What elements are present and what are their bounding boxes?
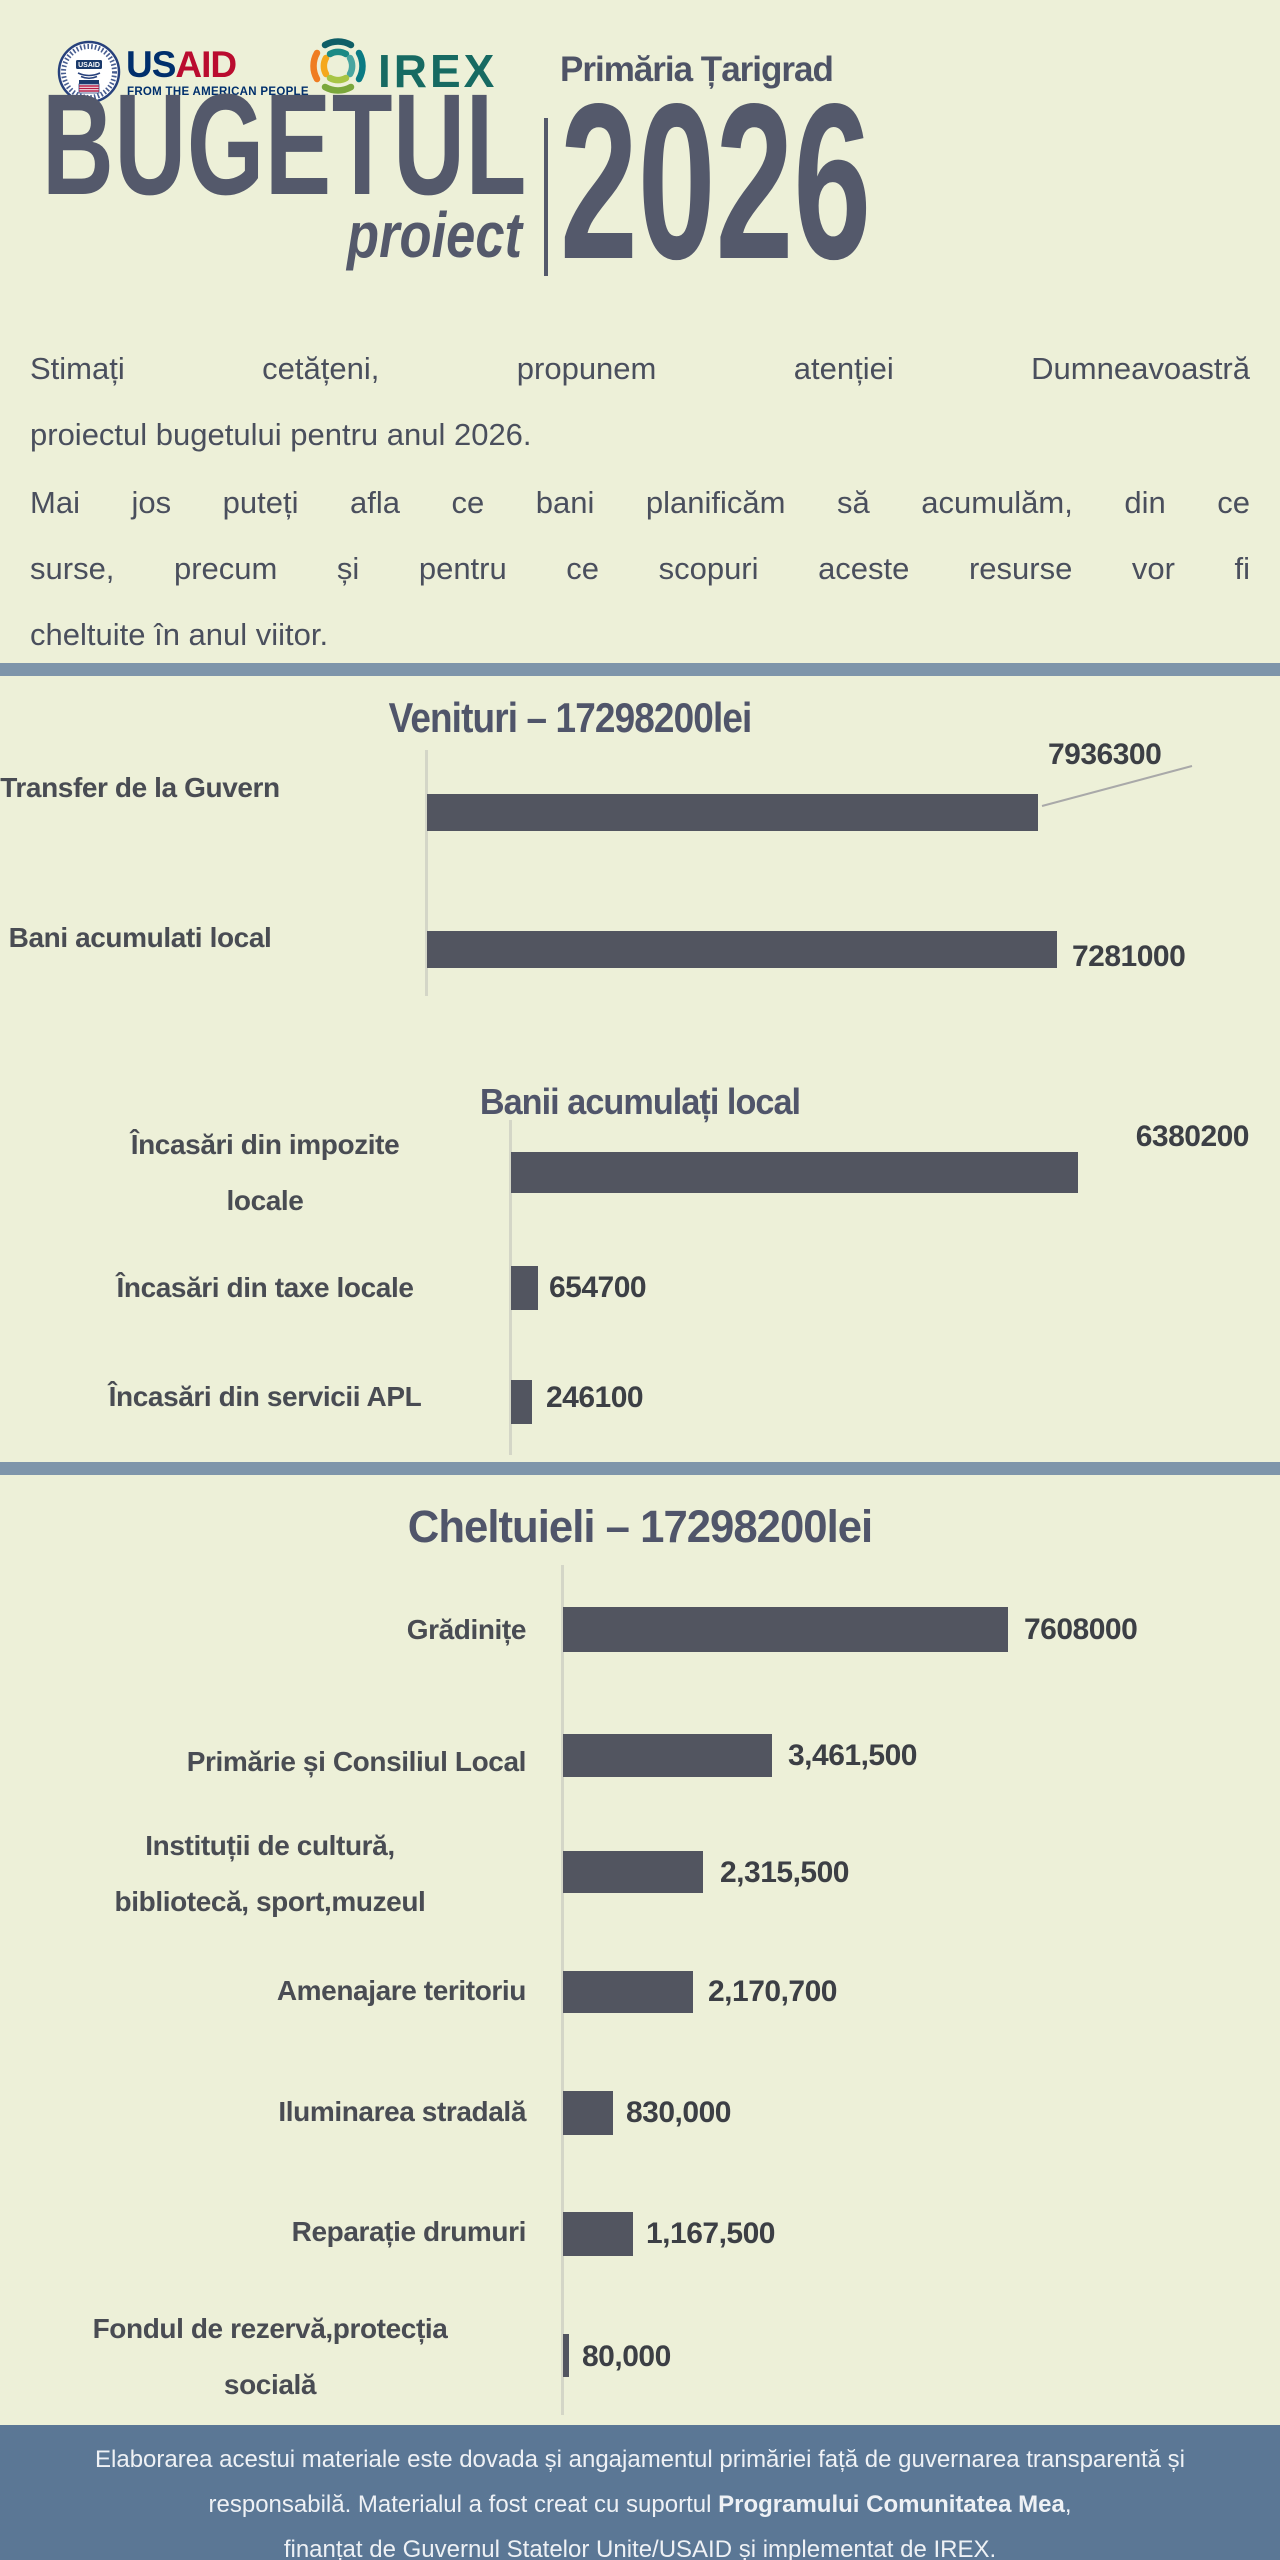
paragraph-line: Stimați cetățeni, propunem atenției Dumn… (30, 351, 1250, 386)
category-label: Instituții de cultură, bibliotecă, sport,… (114, 1830, 426, 1917)
section-divider (0, 1462, 1280, 1475)
irex-icon (310, 38, 366, 94)
axis-line (425, 750, 428, 996)
callout-leader-line (1041, 765, 1193, 807)
category-label: Transfer de la Guvern (0, 772, 280, 803)
usaid-tagline: FROM THE AMERICAN PEOPLE (127, 86, 309, 98)
value-label: 1,167,500 (646, 2217, 775, 2250)
category-label: Încasări din impozite locale (130, 1129, 400, 1216)
axis-line (561, 1565, 564, 2415)
category-label: Bani acumulati local (8, 922, 272, 953)
usaid-seal-icon: USAID (57, 40, 121, 104)
program-name: Programului Comunitatea Mea (718, 2491, 1065, 2518)
year-text: 2026 (560, 58, 872, 306)
chart-title: Banii acumulați local (479, 1081, 801, 1122)
category-label: Amenajare teritoriu (276, 1975, 527, 2006)
bar (511, 1266, 538, 1310)
usaid-wordmark: USAID (126, 44, 237, 85)
category-label: Încasări din servicii APL (108, 1381, 422, 1412)
value-label: 2,315,500 (720, 1856, 849, 1889)
category-label: Iluminarea stradală (278, 2096, 526, 2127)
footer: Elaborarea acestui materiale este dovada… (0, 2425, 1280, 2560)
svg-text:USAID: USAID (78, 62, 100, 69)
footer-line-2: responsabilă. Materialul a fost creat cu… (208, 2491, 1072, 2518)
bar (563, 2334, 569, 2377)
section-divider (0, 663, 1280, 676)
paragraph-line: cheltuite în anul viitor. (30, 617, 329, 652)
value-label: 7936300 (1048, 738, 1162, 771)
value-label: 6380200 (1135, 1120, 1250, 1153)
chart-title: Venituri – 17298200lei (388, 694, 753, 741)
chart-title: Cheltuieli – 17298200lei (407, 1501, 873, 1552)
budget-subtitle: proiect (347, 199, 522, 271)
bar (563, 1607, 1008, 1652)
footer-line-3: finanțat de Guvernul Statelor Unite/USAI… (283, 2536, 997, 2560)
value-label: 246100 (546, 1381, 644, 1414)
value-label: 3,461,500 (788, 1739, 917, 1772)
budget-title: BUGETUL (42, 64, 528, 225)
category-label: Reparație drumuri (291, 2216, 527, 2247)
bar (427, 794, 1038, 831)
bar (511, 1380, 532, 1424)
bar (563, 2212, 633, 2256)
irex-wordmark: IREX (378, 45, 498, 97)
paragraph-line: proiectul bugetului pentru anul 2026. (30, 417, 532, 452)
header-divider-line (544, 118, 548, 276)
category-label: Primărie și Consiliul Local (186, 1746, 527, 1777)
value-label: 80,000 (582, 2340, 671, 2373)
intro-paragraph-2: Mai jos puteți afla ce bani planificăm s… (30, 470, 1250, 668)
category-label: Grădinițe (406, 1614, 527, 1645)
category-label: Fondul de rezervă,protecția socială (92, 2313, 448, 2400)
bar (427, 931, 1057, 968)
value-label: 7281000 (1072, 940, 1186, 973)
bar (563, 1851, 703, 1893)
paragraph-line: Mai jos puteți afla ce bani planificăm s… (30, 485, 1250, 520)
value-label: 2,170,700 (708, 1975, 837, 2008)
category-label: Încasări din taxe locale (116, 1272, 414, 1303)
value-label: 830,000 (626, 2096, 731, 2129)
value-label: 7608000 (1024, 1613, 1138, 1646)
bar (563, 1971, 693, 2013)
bar (511, 1152, 1078, 1193)
municipality-title: Primăria Țarigrad (560, 50, 834, 89)
axis-line (509, 1120, 512, 1455)
value-label: 654700 (549, 1271, 647, 1304)
intro-paragraph-1: Stimați cetățeni, propunem atenției Dumn… (30, 336, 1250, 468)
bar (563, 2091, 613, 2135)
footer-line-1: Elaborarea acestui materiale este dovada… (95, 2446, 1185, 2473)
paragraph-line: surse, precum și pentru ce scopuri acest… (30, 551, 1250, 586)
bar (563, 1734, 772, 1777)
